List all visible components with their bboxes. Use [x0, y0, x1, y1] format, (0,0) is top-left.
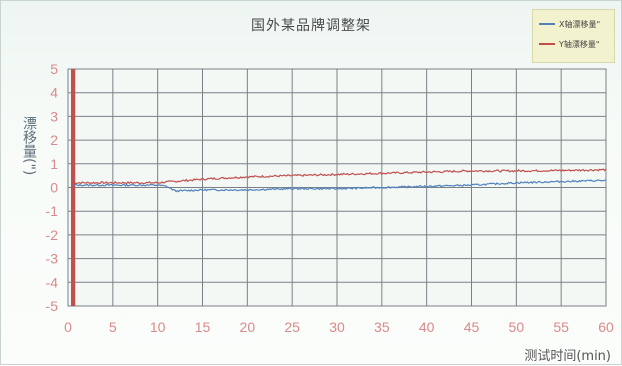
- x-tick-label: 5: [109, 319, 117, 335]
- legend-entry-x: X轴漂移量": [539, 18, 600, 30]
- y-axis-label: 漂移量("): [21, 116, 37, 176]
- y-tick-label: -2: [46, 227, 59, 243]
- y-tick-label: -4: [46, 274, 59, 290]
- legend-label-y: Y轴漂移量": [559, 39, 600, 49]
- y-tick-label: 4: [50, 85, 58, 101]
- y-tick-label: 0: [50, 180, 58, 196]
- x-tick-label: 45: [464, 319, 480, 335]
- x-tick-label: 60: [598, 319, 614, 335]
- y-tick-label: -5: [46, 298, 59, 314]
- x-tick-label: 15: [195, 319, 211, 335]
- y-tick-label: 5: [50, 61, 58, 77]
- x-tick-label: 35: [374, 319, 390, 335]
- x-tick-label: 55: [553, 319, 569, 335]
- legend-swatch-x: [539, 23, 555, 25]
- y-tick-label: 3: [50, 108, 58, 124]
- y-tick-label: 2: [50, 132, 58, 148]
- x-axis-label: 测试时间(min): [524, 349, 611, 364]
- x-tick-label: 0: [64, 319, 72, 335]
- chart-title: 国外某品牌调整架: [251, 18, 371, 34]
- x-tick-label: 25: [284, 319, 300, 335]
- y-tick-label: 1: [50, 156, 58, 172]
- x-tick-label: 50: [509, 319, 525, 335]
- x-tick-label: 20: [240, 319, 256, 335]
- series-x-line: [73, 179, 607, 193]
- legend-swatch-y: [539, 43, 555, 45]
- chart-legend: X轴漂移量" Y轴漂移量": [532, 9, 615, 63]
- y-tick-label: -3: [46, 251, 59, 267]
- series-y-line: [73, 168, 607, 185]
- x-tick-label: 30: [329, 319, 345, 335]
- y-tick-label: -1: [46, 203, 59, 219]
- legend-label-x: X轴漂移量": [559, 19, 601, 29]
- legend-entry-y: Y轴漂移量": [539, 38, 600, 50]
- x-tick-label: 40: [419, 319, 435, 335]
- x-tick-label: 10: [150, 319, 166, 335]
